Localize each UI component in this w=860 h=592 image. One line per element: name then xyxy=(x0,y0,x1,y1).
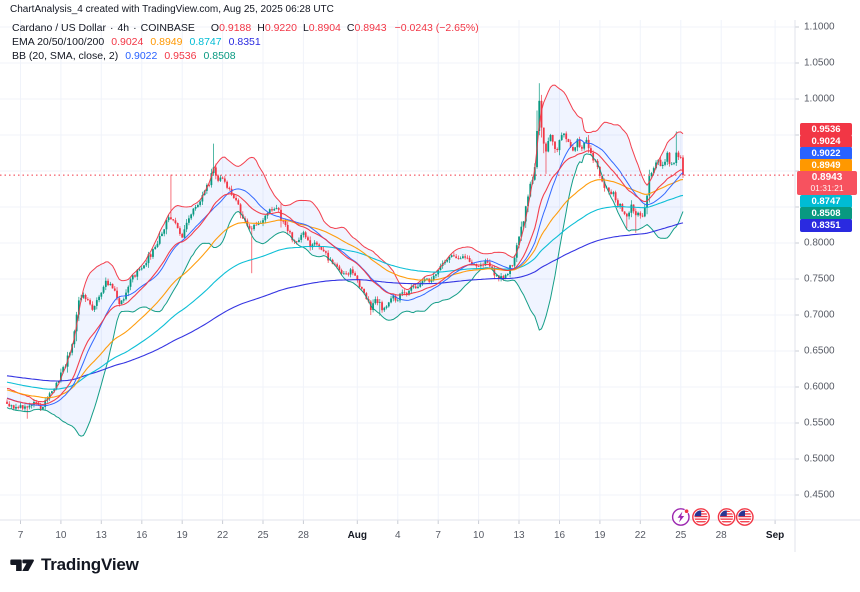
legend-separator: · xyxy=(109,22,114,34)
price-axis-label: 0.6500 xyxy=(804,345,835,357)
time-axis-label: Aug xyxy=(347,530,368,541)
indicator-price-badge: 0.8747 xyxy=(800,195,852,208)
bb-value: 0.8508 xyxy=(203,50,236,62)
indicator-price-badge: 0.9022 xyxy=(800,147,852,160)
ema-50-line xyxy=(6,179,684,399)
price-axis-label: 1.0500 xyxy=(804,57,835,69)
event-icon-us-flag[interactable] xyxy=(735,508,754,526)
ohlc-values: O0.9188 H0.9220 L0.8904 C0.8943 xyxy=(205,21,387,35)
bollinger-upper-band xyxy=(6,84,684,403)
ema-value: 0.9024 xyxy=(111,36,144,48)
price-axis-label: 0.8000 xyxy=(804,237,835,249)
last-price-badge: 0.8943 01:31:21 xyxy=(797,171,857,195)
price-axis-label: 1.1000 xyxy=(804,21,835,33)
bar-countdown: 01:31:21 xyxy=(810,183,844,194)
price-axis-label: 1.0000 xyxy=(804,93,835,105)
bb-indicator-values: 0.9022 0.9536 0.8508 xyxy=(118,49,235,63)
close-value: 0.8943 xyxy=(354,22,387,34)
event-icon-us-flag[interactable] xyxy=(692,508,710,526)
symbol-exchange: COINBASE xyxy=(140,22,195,34)
price-axis-label: 0.7500 xyxy=(804,273,835,285)
close-label: C xyxy=(346,22,355,34)
time-axis-label: 25 xyxy=(257,530,269,541)
tradingview-logo[interactable]: TradingView xyxy=(10,553,139,577)
high-label: H xyxy=(257,22,265,34)
bb-value: 0.9022 xyxy=(125,50,158,62)
time-axis-label: 7 xyxy=(435,530,441,541)
indicator-price-badge: 0.8351 xyxy=(800,219,852,232)
time-axis-label: 22 xyxy=(634,530,646,541)
open-value: 0.9188 xyxy=(219,22,252,34)
time-axis-label: 4 xyxy=(395,530,401,541)
symbol-legend-row[interactable]: Cardano / US Dollar · 4h · COINBASE O0.9… xyxy=(12,21,479,35)
time-axis-label: 13 xyxy=(513,530,525,541)
bollinger-fill xyxy=(7,85,683,437)
time-axis-label: 16 xyxy=(553,530,566,541)
price-axis-label: 0.5000 xyxy=(804,453,835,465)
event-icon-us-flag[interactable] xyxy=(717,508,736,526)
price-axis-label: 0.5500 xyxy=(804,417,835,429)
symbol-name: Cardano / US Dollar xyxy=(12,22,106,34)
bollinger-basis-line xyxy=(6,139,684,407)
ema-20-line xyxy=(6,150,684,406)
low-label: L xyxy=(302,22,309,34)
price-axis-label: 0.7000 xyxy=(804,309,835,321)
time-axis-label: 10 xyxy=(55,530,67,541)
ema-100-line xyxy=(6,194,684,390)
ema-value: 0.8351 xyxy=(228,36,261,48)
page-title: ChartAnalysis_4 created with TradingView… xyxy=(10,4,334,15)
legend-separator: · xyxy=(133,22,137,34)
price-axis-label: 0.6000 xyxy=(804,381,835,393)
time-axis-label: 7 xyxy=(17,530,24,541)
ema-indicator-label: EMA 20/50/100/200 xyxy=(12,36,105,48)
ema-value: 0.8747 xyxy=(189,36,222,48)
time-axis-label: 19 xyxy=(176,530,188,541)
ema-indicator-values: 0.9024 0.8949 0.8747 0.8351 xyxy=(104,35,261,49)
time-axis-label: 22 xyxy=(217,530,229,541)
time-axis-label: Sep xyxy=(765,530,785,541)
time-axis-label: 19 xyxy=(594,530,606,541)
indicator-price-badge: 0.8508 xyxy=(800,207,852,220)
time-axis-label: 25 xyxy=(675,530,687,541)
grid-lines xyxy=(0,20,799,524)
ema-200-line xyxy=(6,222,684,382)
time-axis-label: 16 xyxy=(136,530,148,541)
bollinger-lower-band xyxy=(6,153,684,437)
open-label: O xyxy=(210,22,220,34)
change-value: −0.0243 (−2.65%) xyxy=(394,22,479,34)
time-axis-label: 10 xyxy=(473,530,485,541)
bb-value: 0.9536 xyxy=(164,50,197,62)
indicator-price-badge: 0.8949 xyxy=(800,159,852,172)
ema-value: 0.8949 xyxy=(150,36,183,48)
indicator-price-badge: 0.9024 xyxy=(800,135,852,148)
ema-legend-row[interactable]: EMA 20/50/100/200 0.9024 0.8949 0.8747 0.83… xyxy=(12,35,479,49)
price-axis-label: 0.4500 xyxy=(804,489,835,501)
time-axis-label: 28 xyxy=(715,530,727,541)
symbol-interval: 4h xyxy=(117,22,130,34)
time-axis-label: 13 xyxy=(95,530,107,541)
low-value: 0.8904 xyxy=(308,22,341,34)
tradingview-logo-text: TradingView xyxy=(41,555,139,574)
indicator-price-badge: 0.9536 xyxy=(800,123,852,136)
tradingview-logo-icon xyxy=(10,559,34,571)
bb-indicator-label: BB (20, SMA, close, 2) xyxy=(12,50,119,62)
event-icon-flash[interactable] xyxy=(671,508,690,526)
time-axis-label: 28 xyxy=(297,530,309,541)
high-value: 0.9220 xyxy=(264,22,297,34)
chart-legend: Cardano / US Dollar · 4h · COINBASE O0.9… xyxy=(12,21,479,63)
bb-legend-row[interactable]: BB (20, SMA, close, 2) 0.9022 0.9536 0.850… xyxy=(12,49,479,63)
